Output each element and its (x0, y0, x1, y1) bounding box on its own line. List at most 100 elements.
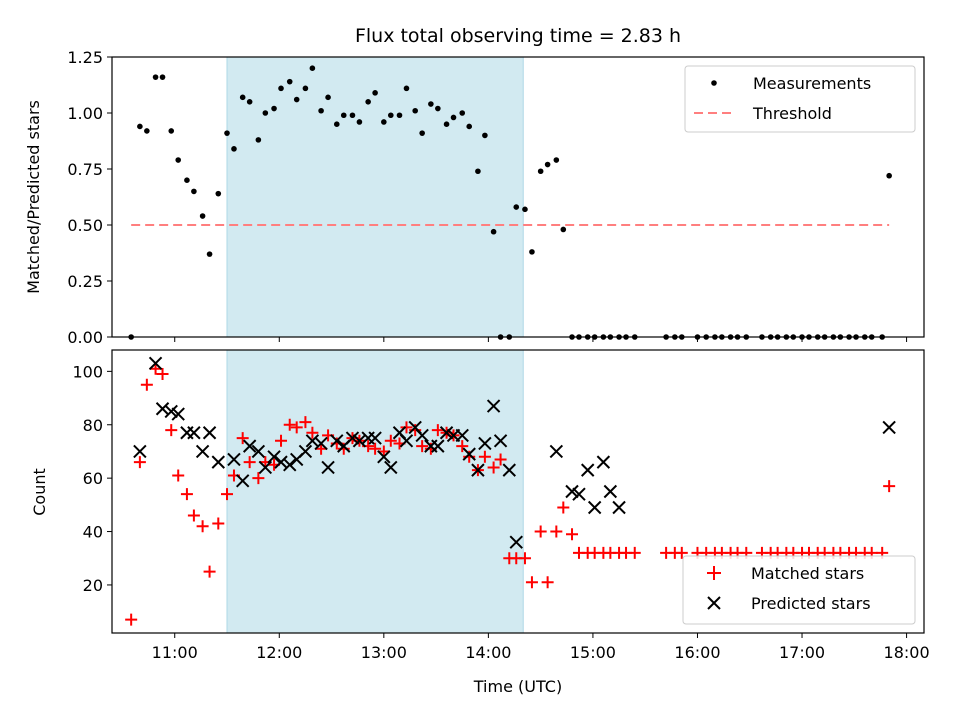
top-axes-frame (111, 56, 925, 338)
predicted-star-point (345, 431, 360, 445)
predicted-star-point (258, 460, 273, 475)
predicted-star-point (242, 439, 257, 453)
predicted-star-point (603, 484, 618, 499)
matched-star-point (487, 461, 500, 474)
measurement-point (191, 188, 197, 195)
y-tick-label: 100 (72, 362, 103, 381)
x-tick-label: 12:00 (256, 643, 302, 662)
bottom-axes-frame (111, 349, 925, 634)
measurement-point (544, 161, 551, 168)
bottom-x-ticks: 11:00 12:00 13:00 14:00 15:00 16:00 17:00 18:00 (152, 633, 930, 662)
measurement-point (215, 190, 222, 197)
legend-measurements-marker (711, 80, 717, 86)
predicted-star-point (148, 356, 163, 371)
matched-star-point (534, 525, 547, 538)
measurement-point (490, 228, 497, 235)
measurement-point (184, 177, 190, 183)
measurement-point (302, 85, 309, 92)
measurement-point (537, 168, 544, 175)
matched-star-point (566, 528, 579, 541)
measurement-point (412, 107, 418, 114)
matched-star-point (675, 546, 688, 559)
measurement-point (309, 65, 316, 71)
measurement-point (325, 94, 331, 101)
predicted-star-point (399, 434, 414, 448)
measurement-point (356, 119, 363, 125)
measurement-point (522, 206, 528, 213)
matched-star-point (165, 424, 178, 437)
matched-star-point (541, 576, 554, 589)
measurement-point (224, 130, 230, 136)
measurement-point (553, 157, 560, 163)
x-tick-label: 15:00 (570, 643, 616, 662)
measurement-point (199, 213, 206, 219)
predicted-star-point (314, 436, 328, 451)
matched-star-point (243, 456, 256, 469)
predicted-star-point (283, 458, 297, 472)
matched-star-point (275, 434, 288, 447)
measurement-point (475, 168, 481, 175)
predicted-star-point (368, 431, 382, 445)
measurement-point (450, 114, 457, 121)
measurement-point (152, 74, 159, 80)
matched-star-point (557, 501, 570, 514)
predicted-star-point (596, 455, 611, 469)
predicted-star-point (330, 434, 344, 448)
predicted-star-point (612, 500, 626, 515)
top-shaded-span (226, 56, 524, 338)
matched-star-point (628, 546, 641, 559)
matched-star-point (525, 576, 538, 589)
predicted-star-point (251, 444, 266, 459)
predicted-star-point (384, 460, 398, 475)
measurement-point (278, 85, 284, 92)
matched-star-point (252, 472, 265, 485)
matched-star-point (236, 432, 249, 445)
matched-star-point (180, 488, 193, 501)
y-tick-label: 0.00 (67, 328, 103, 347)
matched-star-point (187, 509, 200, 522)
x-tick-label: 18:00 (884, 643, 930, 662)
matched-star-point (384, 434, 397, 447)
measurement-point (340, 112, 347, 119)
measurement-point (333, 121, 340, 127)
predicted-star-point (352, 434, 367, 448)
x-tick-label: 11:00 (152, 643, 198, 662)
predicted-star-point (439, 426, 454, 440)
predicted-star-point (549, 444, 564, 459)
bottom-axes: 20 40 60 80 100 11:00 12:00 13:00 14:00 15:00 16:… (30, 349, 930, 696)
matched-star-point (299, 416, 312, 429)
measurement-point (466, 123, 473, 130)
measurement-point (387, 112, 394, 119)
matched-star-point (221, 488, 234, 501)
predicted-star-point (211, 455, 225, 469)
matched-star-point (140, 378, 153, 391)
predicted-star-point (455, 428, 469, 443)
legend-matched-marker (707, 566, 721, 580)
legend-matched-label: Matched stars (751, 564, 864, 583)
bottom-legend: Matched stars Predicted stars (682, 555, 916, 625)
measurement-point (403, 85, 410, 92)
matched-star-point (306, 426, 319, 439)
matched-star-point (456, 440, 469, 453)
y-tick-label: 20 (83, 576, 103, 595)
bottom-shaded-span (226, 349, 524, 634)
predicted-star-point (587, 500, 602, 515)
x-tick-label: 17:00 (779, 643, 825, 662)
legend-predicted-marker (707, 596, 721, 610)
y-tick-label: 0.25 (67, 272, 103, 291)
measurement-point (318, 107, 324, 114)
y-tick-label: 1.00 (67, 104, 103, 123)
predicted-star-point (171, 407, 185, 421)
measurement-point (159, 74, 166, 80)
predicted-star-point (580, 463, 595, 477)
predicted-star-point (133, 444, 147, 459)
y-tick-label: 60 (83, 469, 103, 488)
x-tick-label: 13:00 (361, 643, 407, 662)
measurement-point (349, 112, 356, 119)
bottom-legend-box (682, 555, 916, 625)
x-tick-label: 16:00 (674, 643, 720, 662)
y-tick-label: 40 (83, 523, 103, 542)
measurement-point (206, 251, 213, 257)
measurement-point (529, 249, 535, 255)
